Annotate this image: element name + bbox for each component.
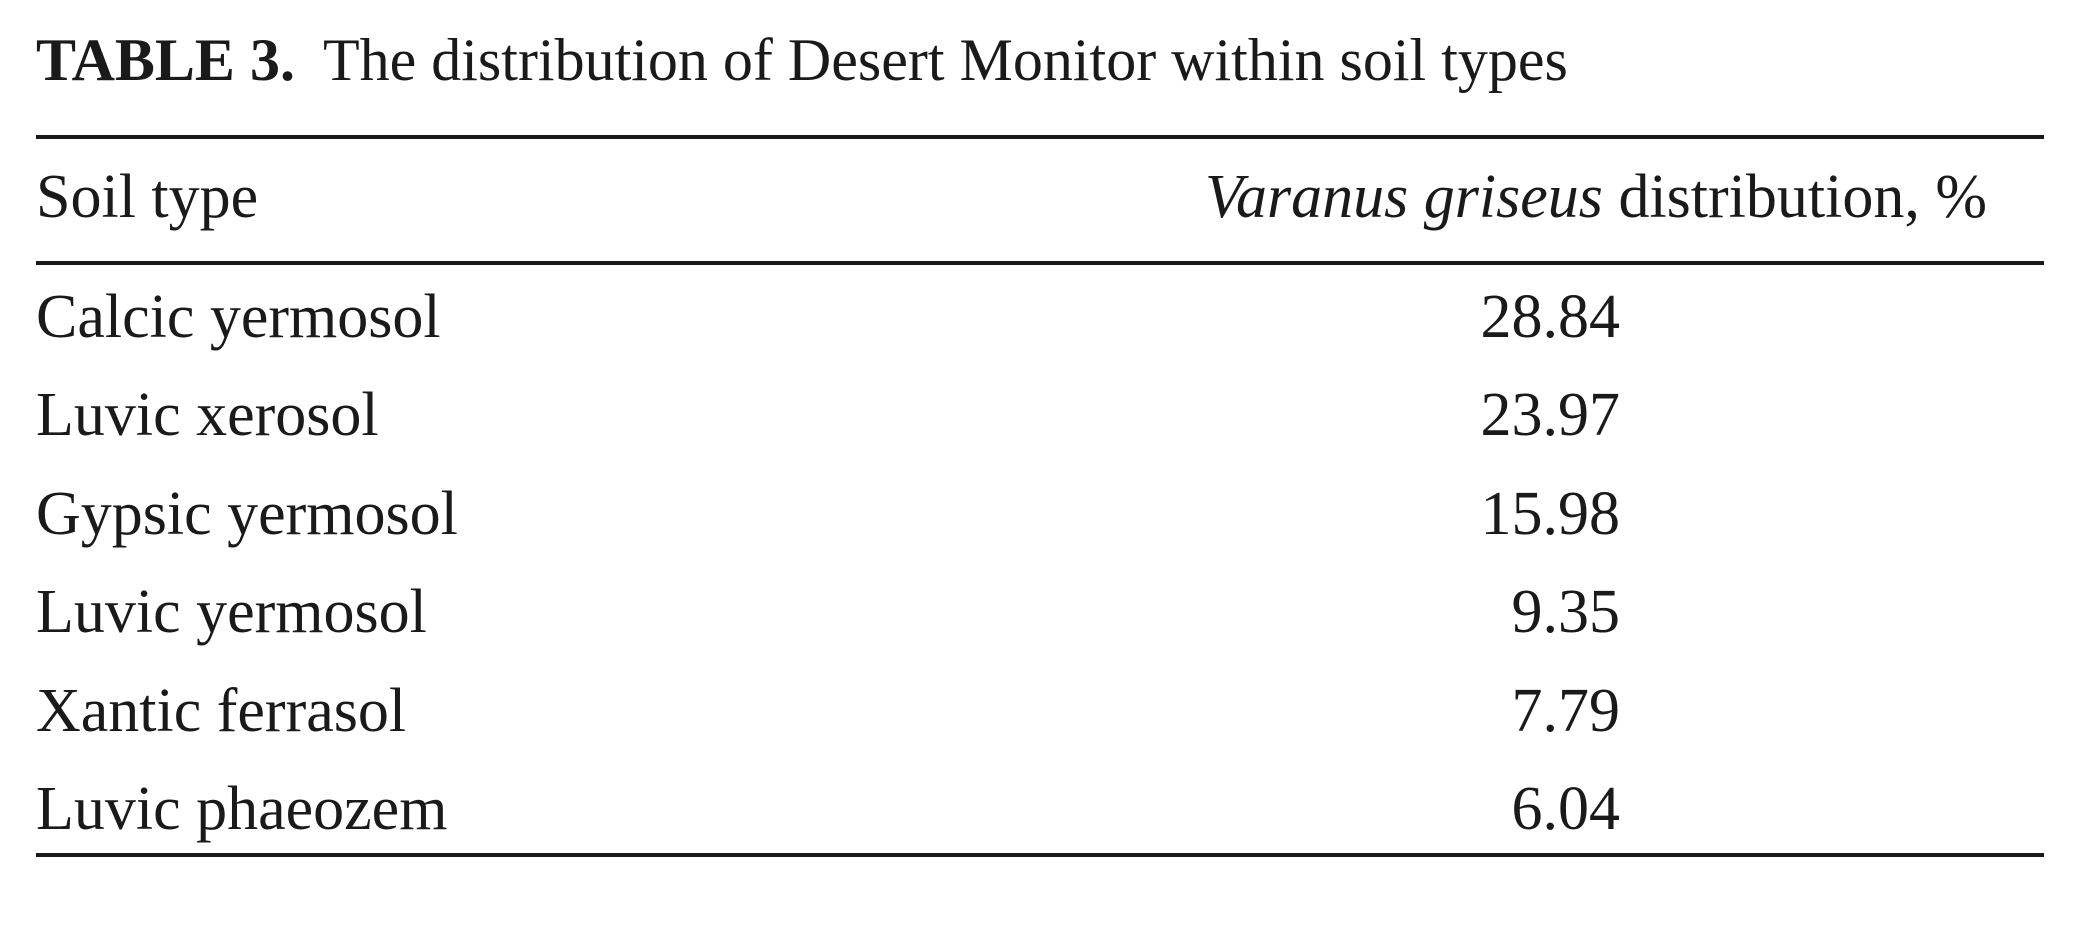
soil-type: Luvic xerosol	[36, 381, 379, 450]
table-caption: TABLE 3. The distribution of Desert Monit…	[36, 30, 1568, 90]
distribution-value: 15.98	[1480, 479, 1621, 548]
top-rule	[36, 135, 2044, 139]
header-cell: Varanus griseus distribution, %	[1205, 166, 1987, 228]
species-name: Varanus griseus	[1205, 163, 1603, 231]
table-label: TABLE 3.	[36, 27, 295, 93]
header-cell: Soil type	[36, 163, 259, 231]
distribution-value: 7.79	[1511, 676, 1621, 745]
distribution-value: 28.84	[1480, 283, 1621, 351]
header-text: distribution, %	[1618, 163, 1987, 231]
soil-type: Gypsic yermosol	[36, 479, 458, 548]
soil-type: Xantic ferrasol	[36, 676, 407, 745]
distribution-value: 23.97	[1480, 381, 1621, 450]
distribution-value: 9.35	[1511, 578, 1621, 647]
soil-type: Luvic phaeozem	[36, 775, 448, 843]
table-title: The distribution of Desert Monitor withi…	[322, 27, 1568, 93]
soil-type: Calcic yermosol	[36, 283, 441, 351]
soil-type: Luvic yermosol	[36, 578, 427, 647]
distribution-value: 6.04	[1511, 775, 1621, 843]
bottom-rule	[36, 853, 2044, 857]
header-rule	[36, 261, 2044, 265]
